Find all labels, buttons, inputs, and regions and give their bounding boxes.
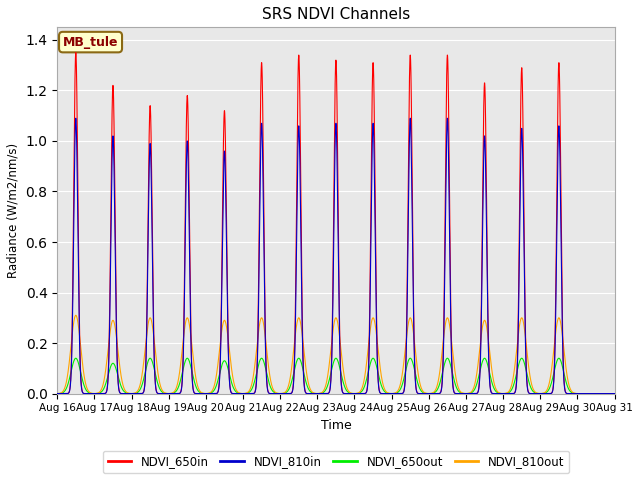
- Title: SRS NDVI Channels: SRS NDVI Channels: [262, 7, 410, 22]
- Text: MB_tule: MB_tule: [63, 36, 118, 48]
- Y-axis label: Radiance (W/m2/nm/s): Radiance (W/m2/nm/s): [7, 143, 20, 278]
- Legend: NDVI_650in, NDVI_810in, NDVI_650out, NDVI_810out: NDVI_650in, NDVI_810in, NDVI_650out, NDV…: [103, 451, 569, 473]
- X-axis label: Time: Time: [321, 419, 351, 432]
